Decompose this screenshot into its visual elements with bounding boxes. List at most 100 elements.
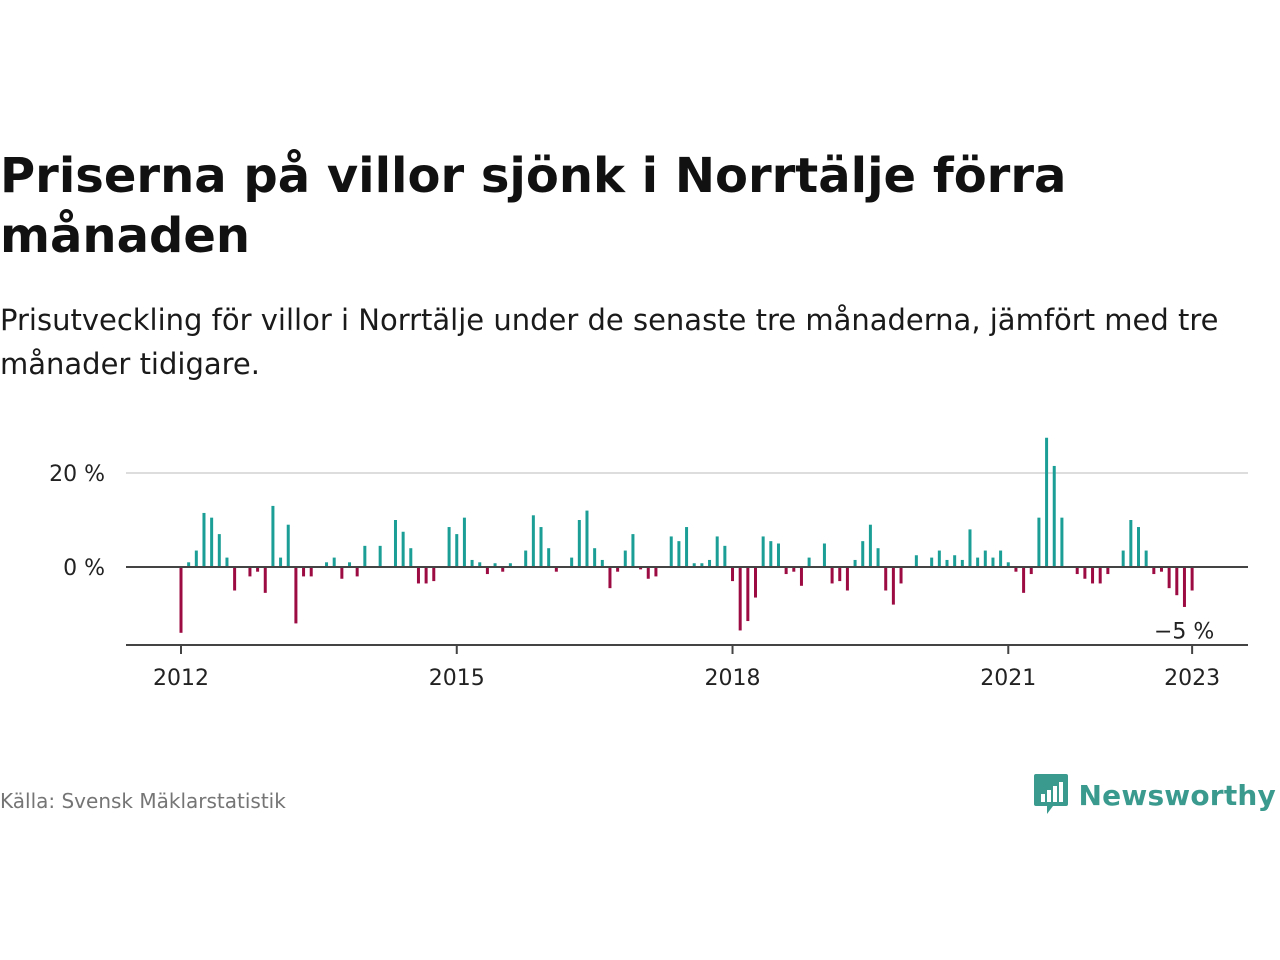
bar [754, 567, 757, 598]
bar [692, 563, 696, 567]
bar [1037, 517, 1041, 567]
chart-title: Priserna på villor sjönk i Norrtälje för… [0, 148, 1067, 264]
bar [1014, 567, 1018, 572]
bar [1182, 567, 1186, 607]
bar [210, 517, 214, 567]
bar [976, 557, 980, 567]
bar [348, 562, 352, 567]
bar [194, 550, 198, 567]
bar [1175, 567, 1179, 596]
bar [1091, 567, 1095, 584]
bar [1159, 567, 1163, 572]
bar [868, 524, 872, 567]
bar [845, 567, 849, 591]
bar [447, 527, 451, 567]
bar [1006, 562, 1010, 567]
bar [493, 563, 497, 567]
bar [700, 563, 704, 567]
bar [187, 562, 191, 567]
bar [217, 534, 221, 567]
bar [585, 510, 589, 567]
bar [332, 557, 336, 567]
bar [378, 545, 382, 567]
bar [776, 543, 780, 567]
bar [616, 567, 620, 572]
bar [1137, 527, 1140, 567]
bar [1121, 550, 1125, 567]
bar [899, 567, 903, 584]
bar [746, 567, 750, 622]
bar [577, 520, 581, 567]
bar [654, 567, 658, 577]
bar [485, 567, 489, 575]
bar [263, 567, 267, 593]
y-tick-label: 0 % [63, 556, 105, 581]
x-tick-label: 2023 [1164, 666, 1220, 691]
bar-chart: 0 % 20 % 2012 2015 2018 2021 2023 −5 % [49, 437, 1248, 691]
bar [233, 567, 237, 591]
bar [1098, 567, 1102, 584]
bar [769, 541, 773, 567]
bar [784, 567, 788, 575]
x-tick-label: 2012 [153, 666, 209, 691]
bar [539, 527, 543, 567]
bar [294, 567, 298, 624]
bar [547, 548, 551, 567]
bar [531, 515, 535, 567]
bar [623, 550, 627, 567]
bar [945, 559, 949, 567]
bar [639, 567, 643, 570]
bar [1022, 567, 1026, 593]
bar [991, 557, 995, 567]
bars-layer [179, 437, 1194, 633]
bar [501, 567, 505, 572]
bar [1144, 550, 1148, 567]
bar [508, 563, 512, 567]
bar-chart-speech-bubble-icon [1033, 774, 1068, 814]
bar [1060, 517, 1064, 567]
bar [1167, 567, 1171, 589]
bar [202, 512, 206, 567]
bar [470, 559, 474, 567]
bar [1190, 567, 1194, 591]
bar [937, 550, 941, 567]
bar [286, 524, 290, 567]
bar [179, 567, 183, 633]
bar [1152, 567, 1156, 575]
bar [715, 536, 719, 567]
bar [930, 557, 934, 567]
bar [761, 536, 765, 567]
bar [340, 567, 344, 579]
axis-layer: 0 % 20 % 2012 2015 2018 2021 2023 −5 % [49, 462, 1248, 691]
bar [608, 567, 612, 589]
bar [731, 567, 735, 582]
bar [554, 567, 558, 572]
bar [968, 529, 972, 567]
bar [876, 548, 880, 567]
bar [999, 550, 1003, 567]
bar [424, 567, 428, 584]
bar [355, 567, 359, 577]
bar [723, 545, 727, 567]
bar [570, 557, 574, 567]
bar [822, 543, 826, 567]
bar [416, 567, 420, 584]
bar [256, 567, 260, 572]
bar [248, 567, 252, 577]
bar [685, 527, 689, 567]
bar [279, 557, 283, 567]
chart-subtitle: Prisutveckling för villor i Norrtälje un… [0, 303, 1219, 381]
bar [462, 517, 466, 567]
last-value-label: −5 % [1154, 620, 1214, 645]
y-tick-label: 20 % [49, 462, 105, 487]
bar [853, 559, 857, 567]
bar [1075, 567, 1079, 575]
bar [1083, 567, 1087, 579]
x-tick-label: 2015 [429, 666, 485, 691]
bar [830, 567, 834, 584]
brand-name: Newsworthy [1078, 778, 1276, 812]
bar [914, 555, 918, 567]
bar [631, 534, 635, 567]
bar [891, 567, 895, 605]
bar [1052, 465, 1056, 567]
